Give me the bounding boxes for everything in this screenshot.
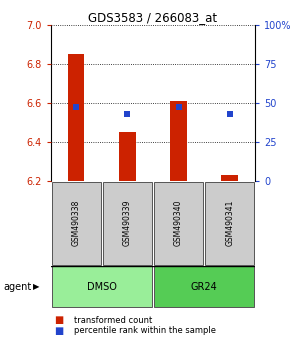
Text: GSM490341: GSM490341	[225, 200, 234, 246]
Bar	[170, 101, 187, 181]
Bar	[119, 132, 136, 181]
FancyBboxPatch shape	[205, 182, 254, 265]
Text: DMSO: DMSO	[87, 282, 117, 292]
FancyBboxPatch shape	[52, 266, 152, 307]
FancyBboxPatch shape	[103, 182, 152, 265]
Text: transformed count: transformed count	[74, 316, 152, 325]
Text: percentile rank within the sample: percentile rank within the sample	[74, 326, 216, 336]
Text: ▶: ▶	[33, 282, 40, 291]
FancyBboxPatch shape	[52, 182, 101, 265]
Text: agent: agent	[3, 282, 31, 292]
FancyBboxPatch shape	[154, 266, 254, 307]
Bar	[222, 175, 238, 181]
Text: GR24: GR24	[191, 282, 218, 292]
Text: ■: ■	[54, 315, 63, 325]
Text: ■: ■	[54, 326, 63, 336]
Text: GSM490338: GSM490338	[72, 200, 81, 246]
Text: GSM490339: GSM490339	[123, 200, 132, 246]
FancyBboxPatch shape	[154, 182, 203, 265]
Text: GSM490340: GSM490340	[174, 200, 183, 246]
Bar	[68, 54, 84, 181]
Title: GDS3583 / 266083_at: GDS3583 / 266083_at	[88, 11, 218, 24]
